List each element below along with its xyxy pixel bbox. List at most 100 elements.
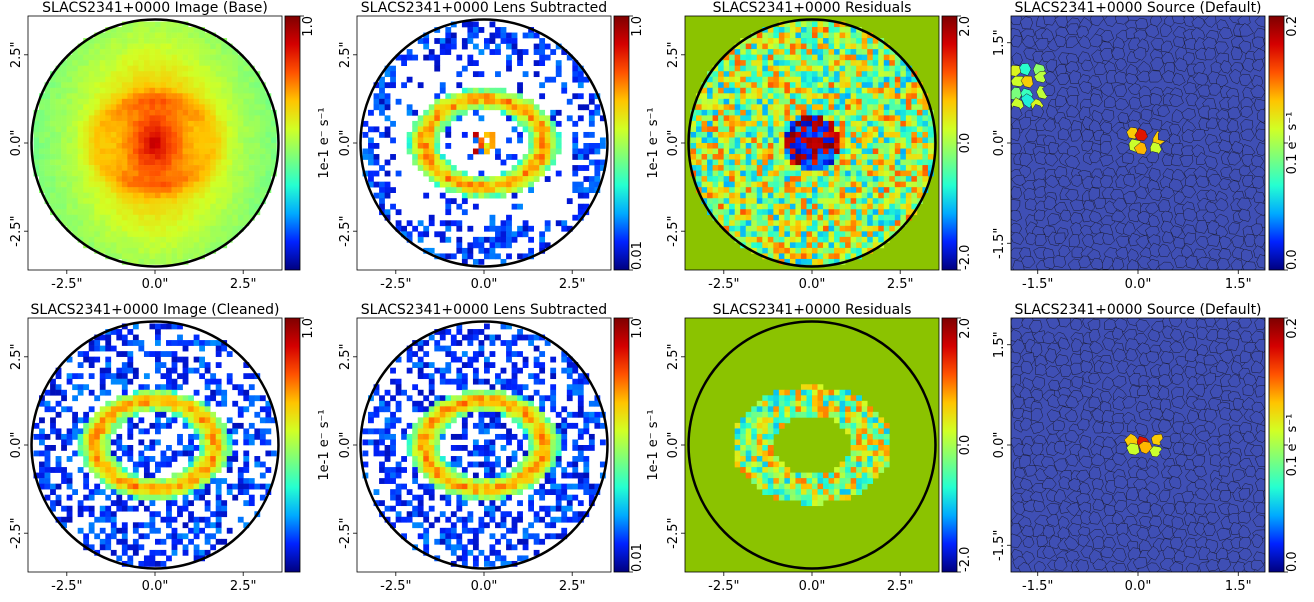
mask-circle bbox=[359, 320, 609, 570]
mask-circle bbox=[359, 18, 609, 268]
colorbar bbox=[284, 317, 301, 573]
colorbar-tick-label: -2.0 bbox=[958, 547, 973, 572]
colorbar-tick-label: -2.0 bbox=[958, 245, 973, 270]
colorbar bbox=[613, 15, 630, 271]
colorbar-label: 1e-1 e⁻ s⁻¹ bbox=[317, 409, 332, 480]
panel-plot-area bbox=[30, 320, 280, 570]
panel-plot-area bbox=[30, 18, 280, 268]
x-tick-label: -2.5" bbox=[708, 277, 739, 292]
y-tick-label: 1.5" bbox=[992, 29, 1007, 56]
y-tick-label: 0.0" bbox=[666, 130, 681, 157]
panel-plot-area bbox=[1011, 16, 1265, 270]
x-tick-label: -2.5" bbox=[708, 579, 739, 594]
y-tick-label: -2.5" bbox=[9, 216, 24, 247]
mask-circle bbox=[687, 18, 937, 268]
colorbar-tick-label: 1.0 bbox=[630, 318, 645, 339]
x-tick-label: -2.5" bbox=[380, 579, 411, 594]
y-tick-label: 0.0" bbox=[666, 432, 681, 459]
colorbar-tick-label: 0.2 bbox=[1285, 16, 1300, 37]
panel-7: SLACS2341+0000 Residuals -2.5" 2.5" 0.0" 0.0… bbox=[666, 302, 973, 594]
x-tick-label: -1.5" bbox=[1022, 277, 1053, 292]
x-tick-label: 0.0" bbox=[1125, 579, 1152, 594]
colorbar-tick-label: 0.0 bbox=[1285, 249, 1300, 270]
colorbar-tick-label: 0.1 e⁻ s⁻¹ bbox=[1285, 414, 1300, 477]
y-tick-label: -2.5" bbox=[666, 518, 681, 549]
panel-plot-area bbox=[359, 320, 609, 570]
colorbar-tick-label: 0.0 bbox=[1285, 551, 1300, 572]
panel-plot-area bbox=[687, 320, 937, 570]
y-tick-label: 0.0" bbox=[992, 130, 1007, 157]
panel-title: SLACS2341+0000 Image (Cleaned) bbox=[31, 302, 280, 318]
panel-title: SLACS2341+0000 Residuals bbox=[713, 302, 912, 318]
y-tick-label: 2.5" bbox=[338, 41, 353, 68]
panel-8: SLACS2341+0000 Source (Default) -1.5" 1.5"… bbox=[992, 302, 1300, 594]
colorbar-label: 1e-1 e⁻ s⁻¹ bbox=[317, 107, 332, 178]
colorbar-tick-label: 0.01 bbox=[630, 543, 645, 572]
y-tick-label: -2.5" bbox=[666, 216, 681, 247]
panel-plot-area bbox=[1011, 318, 1265, 572]
y-tick-label: -2.5" bbox=[338, 216, 353, 247]
colorbar-tick-label: 0.0 bbox=[958, 435, 973, 456]
colorbar-tick-label: 0.01 bbox=[630, 241, 645, 270]
colorbar bbox=[941, 15, 958, 271]
y-tick-label: 0.0" bbox=[338, 130, 353, 157]
mask-circle bbox=[687, 320, 937, 570]
colorbar-tick-label: 1.0 bbox=[630, 16, 645, 37]
x-tick-label: -1.5" bbox=[1022, 579, 1053, 594]
colorbar-tick-label: 1.0 bbox=[301, 16, 316, 37]
panel-title: SLACS2341+0000 Lens Subtracted bbox=[361, 302, 607, 318]
y-tick-label: 0.0" bbox=[9, 130, 24, 157]
colorbar-tick-label: 0.1 e⁻ s⁻¹ bbox=[1285, 112, 1300, 175]
panel-plot-area bbox=[687, 18, 937, 268]
panel-title: SLACS2341+0000 Source (Default) bbox=[1014, 302, 1261, 318]
colorbar bbox=[284, 15, 301, 271]
colorbar bbox=[613, 317, 630, 573]
x-tick-label: 2.5" bbox=[559, 579, 586, 594]
colorbar bbox=[1268, 15, 1285, 271]
colorbar-tick-label: 2.0 bbox=[958, 318, 973, 339]
y-tick-label: 2.5" bbox=[666, 343, 681, 370]
x-tick-label: 0.0" bbox=[471, 277, 498, 292]
panel-5: SLACS2341+0000 Image (Cleaned) -2.5" 2.5" 0… bbox=[9, 302, 332, 594]
x-tick-label: 2.5" bbox=[230, 277, 257, 292]
x-tick-label: 2.5" bbox=[887, 277, 914, 292]
y-tick-label: 2.5" bbox=[666, 41, 681, 68]
x-tick-label: 0.0" bbox=[799, 579, 826, 594]
x-tick-label: 2.5" bbox=[230, 579, 257, 594]
panel-6: SLACS2341+0000 Lens Subtracted -2.5" 2.5" 0… bbox=[338, 302, 661, 594]
colorbar-tick-label: 0.2 bbox=[1285, 318, 1300, 339]
x-tick-label: 2.5" bbox=[559, 277, 586, 292]
colorbar-tick-label: 1.0 bbox=[301, 318, 316, 339]
x-tick-label: 1.5" bbox=[1225, 579, 1252, 594]
x-tick-label: 0.0" bbox=[1125, 277, 1152, 292]
y-tick-label: 0.0" bbox=[992, 432, 1007, 459]
panel-1: SLACS2341+0000 Image (Base) -2.5" 2.5" 0.0"… bbox=[9, 0, 332, 292]
colorbar bbox=[1268, 317, 1285, 573]
panel-3: SLACS2341+0000 Residuals -2.5" 2.5" 0.0" 0.0… bbox=[666, 0, 973, 292]
y-tick-label: -1.5" bbox=[992, 228, 1007, 259]
x-tick-label: 0.0" bbox=[142, 579, 169, 594]
panel-title: SLACS2341+0000 Residuals bbox=[713, 0, 912, 16]
colorbar-tick-label: 2.0 bbox=[958, 16, 973, 37]
x-tick-label: 0.0" bbox=[471, 579, 498, 594]
y-tick-label: 2.5" bbox=[9, 343, 24, 370]
y-tick-label: 1.5" bbox=[992, 331, 1007, 358]
colorbar-label: 1e-1 e⁻ s⁻¹ bbox=[646, 107, 661, 178]
panel-title: SLACS2341+0000 Image (Base) bbox=[42, 0, 268, 16]
y-tick-label: 0.0" bbox=[338, 432, 353, 459]
mask-circle bbox=[30, 320, 280, 570]
x-tick-label: 0.0" bbox=[142, 277, 169, 292]
y-tick-label: -2.5" bbox=[338, 518, 353, 549]
panel-title: SLACS2341+0000 Lens Subtracted bbox=[361, 0, 607, 16]
x-tick-label: 0.0" bbox=[799, 277, 826, 292]
x-tick-label: -2.5" bbox=[51, 579, 82, 594]
x-tick-label: 1.5" bbox=[1225, 277, 1252, 292]
colorbar-label: 1e-1 e⁻ s⁻¹ bbox=[646, 409, 661, 480]
y-tick-label: 0.0" bbox=[9, 432, 24, 459]
x-tick-label: -2.5" bbox=[380, 277, 411, 292]
panel-4: SLACS2341+0000 Source (Default) -1.5" 1.5"… bbox=[992, 0, 1300, 292]
mask-circle bbox=[30, 18, 280, 268]
y-tick-label: -2.5" bbox=[9, 518, 24, 549]
panel-title: SLACS2341+0000 Source (Default) bbox=[1014, 0, 1261, 16]
